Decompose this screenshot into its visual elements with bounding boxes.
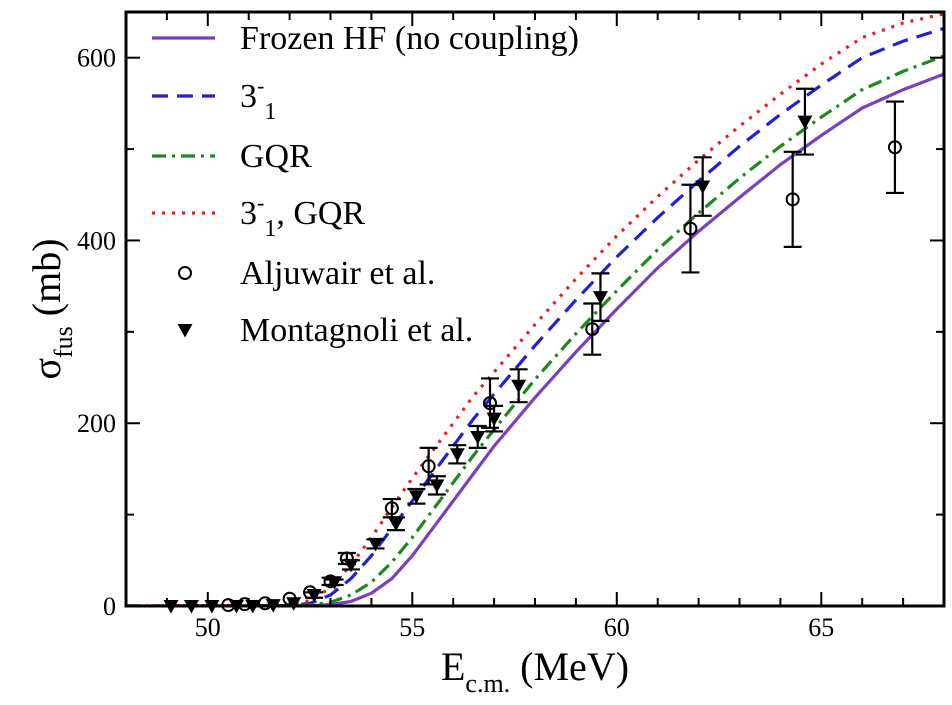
data-point-montagnoli-et-al [427, 475, 446, 496]
triangle-down-marker [327, 576, 343, 590]
triangle-down-marker [429, 479, 445, 493]
legend-label-part: GQR [240, 138, 312, 175]
data-point-montagnoli-et-al [693, 156, 712, 217]
circle-marker [785, 192, 800, 207]
triangle-down-marker [592, 291, 608, 305]
legend-label: 3-1, GQR [240, 190, 365, 242]
data-point-aljuwair-et-al [583, 302, 602, 356]
circle-marker [585, 322, 600, 337]
data-point-montagnoli-et-al [485, 404, 504, 433]
legend-label-part: 1 [264, 99, 276, 125]
x-tick-label: 50 [195, 613, 221, 642]
triangle-down-marker [388, 517, 404, 532]
x-axis-title-main: E [441, 644, 465, 689]
y-tick-label: 400 [77, 226, 116, 255]
axis-ticks: 50 55 60 65 0 200 400 600 [77, 12, 945, 642]
x-tick-label: 55 [399, 613, 425, 642]
legend-label-part: - [257, 190, 264, 215]
triangle-down-marker [511, 379, 527, 394]
circle-marker [483, 396, 498, 411]
y-axis-title: σfus (mb) [24, 238, 78, 379]
data-point-aljuwair-et-al [783, 150, 802, 248]
triangle-down-marker [470, 430, 486, 445]
legend-label: GQR [240, 138, 312, 175]
legend-label-part: Frozen HF (no coupling) [240, 20, 579, 57]
series-line-3-1 [126, 26, 944, 606]
legend-label: Montagnoli et al. [240, 312, 473, 349]
data-point-montagnoli-et-al [325, 576, 344, 590]
y-tick-label: 600 [77, 44, 116, 73]
legend-swatch [177, 324, 193, 338]
data-point-montagnoli-et-al [386, 516, 405, 532]
triangle-down-marker [449, 448, 465, 462]
legend-item-gqr: GQR [152, 138, 312, 175]
legend-item-3-1: 3-1 [152, 73, 276, 125]
triangle-down-marker [486, 412, 502, 427]
data-point-montagnoli-et-al [407, 487, 426, 505]
circle-marker [683, 221, 698, 236]
legend-label-part: , GQR [276, 195, 365, 232]
x-axis-title-subscript: c.m. [465, 669, 510, 698]
legend-item-montagnoli-et-al: Montagnoli et al. [177, 312, 473, 349]
y-axis-title-unit: (mb) [24, 238, 69, 326]
data-point-montagnoli-et-al [591, 272, 610, 322]
data-point-aljuwair-et-al [419, 446, 438, 486]
triangle-down-marker [343, 558, 359, 573]
data-point-montagnoli-et-al [305, 589, 324, 603]
data-point-aljuwair-et-al [681, 183, 700, 274]
legend-label: Aljuwair et al. [240, 255, 435, 292]
circle-marker [384, 501, 399, 516]
circle-marker [421, 459, 436, 474]
legend-label-part: Aljuwair et al. [240, 255, 435, 292]
circle-marker [887, 140, 902, 155]
x-axis-title-unit: (MeV) [510, 644, 629, 689]
data-point-montagnoli-et-al [448, 444, 467, 465]
triangle-down-marker [367, 537, 383, 552]
triangle-down-marker [306, 589, 322, 603]
data-point-montagnoli-et-al [366, 537, 385, 552]
data-point-montagnoli-et-al [468, 424, 487, 450]
y-axis-title-subscript: fus [49, 326, 78, 358]
legend-swatch [178, 266, 192, 280]
y-axis-title-main: σ [24, 358, 69, 380]
legend-label: 3-1 [240, 73, 276, 125]
legend-label-part: Montagnoli et al. [240, 312, 473, 349]
legend-item-frozen-hf-no-coupling: Frozen HF (no coupling) [152, 20, 579, 57]
data-point-aljuwair-et-al [481, 377, 500, 429]
x-axis-title: Ec.m. (MeV) [441, 644, 629, 698]
legend-label-part: 3 [240, 78, 257, 115]
legend-label-part: - [257, 73, 264, 98]
y-tick-label: 200 [77, 409, 116, 438]
data-point-montagnoli-et-al [509, 368, 528, 404]
legend-item-3-1-gqr: 3-1, GQR [152, 190, 365, 242]
data-point-montagnoli-et-al [795, 87, 814, 156]
x-tick-label: 60 [604, 613, 630, 642]
triangle-down-marker [408, 490, 424, 504]
data-point-aljuwair-et-al [885, 100, 904, 195]
legend-label-part: 3 [240, 195, 257, 232]
data-point-montagnoli-et-al [341, 558, 360, 573]
x-tick-label: 65 [808, 613, 834, 642]
triangle-down-marker [695, 180, 711, 195]
triangle-down-marker [797, 115, 813, 130]
series-line-frozen-hf-no-coupling [126, 72, 944, 606]
legend-label: Frozen HF (no coupling) [240, 20, 579, 57]
y-tick-label: 0 [103, 592, 116, 621]
legend-label-part: 1 [264, 216, 276, 242]
legend-item-aljuwair-et-al: Aljuwair et al. [178, 255, 435, 292]
